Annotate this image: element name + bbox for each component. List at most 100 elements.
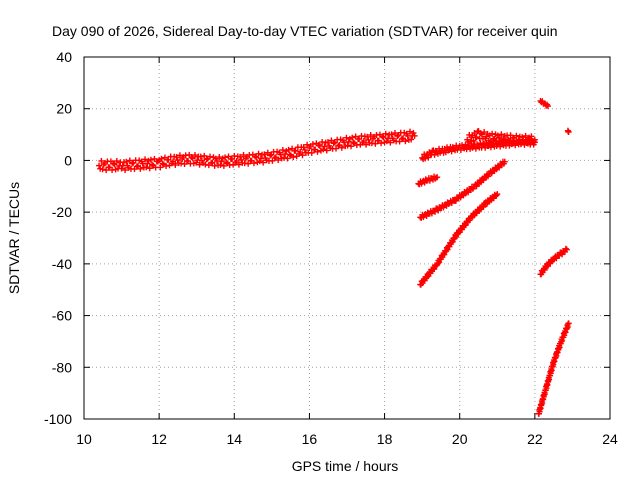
data-point	[562, 245, 569, 252]
data-point	[498, 131, 505, 138]
y-tick-label: -100	[44, 411, 72, 427]
data-point	[172, 161, 179, 168]
data-point	[320, 146, 327, 153]
data-point	[387, 139, 394, 146]
grid-lines	[84, 57, 610, 419]
data-point	[250, 160, 257, 167]
data-point	[113, 157, 120, 164]
data-point	[209, 159, 216, 166]
data-point	[356, 136, 363, 143]
data-point	[201, 152, 208, 159]
data-point	[402, 138, 409, 145]
data-point	[481, 129, 488, 136]
y-tick-label: 20	[56, 101, 72, 117]
data-point	[449, 144, 456, 151]
tick-labels: 10 12 14 16 18 20 22 24 -100 -80 -60 -40 -20 0 20 40	[44, 49, 618, 447]
data-point	[96, 162, 103, 169]
data-point	[149, 161, 156, 168]
data-point	[477, 130, 484, 137]
data-point	[304, 141, 311, 148]
data-point	[147, 156, 154, 163]
data-point	[349, 134, 356, 141]
data-point	[137, 165, 144, 172]
data-point	[400, 135, 407, 142]
data-point	[308, 149, 315, 156]
data-point	[513, 132, 520, 139]
data-point	[220, 162, 227, 169]
data-point	[129, 160, 136, 167]
y-axis-label: SDTVAR / TECUs	[6, 182, 22, 294]
x-tick-label: 20	[452, 431, 468, 447]
data-point	[189, 155, 196, 162]
data-point	[165, 156, 172, 163]
data-point	[216, 154, 223, 161]
data-point	[494, 191, 501, 198]
data-point	[233, 158, 240, 165]
data-point	[431, 151, 438, 158]
data-point	[348, 143, 355, 150]
x-tick-label: 10	[76, 431, 92, 447]
data-point	[285, 146, 292, 153]
data-point	[252, 153, 259, 160]
data-point	[350, 139, 357, 146]
data-point	[299, 152, 306, 159]
data-point	[267, 152, 274, 159]
y-tick-label: -60	[52, 308, 72, 324]
data-point	[462, 222, 469, 229]
data-point	[173, 154, 180, 161]
data-point	[505, 136, 512, 143]
x-axis-label: GPS time / hours	[292, 458, 399, 474]
data-point	[238, 156, 245, 163]
data-point	[324, 139, 331, 146]
data-point	[398, 135, 405, 142]
x-tick-label: 12	[151, 431, 167, 447]
data-point	[301, 146, 308, 153]
plot-frame	[83, 56, 611, 420]
data-point	[290, 154, 297, 161]
data-point	[196, 161, 203, 168]
y-tick-label: 0	[64, 152, 72, 168]
data-point	[473, 134, 480, 141]
data-point	[146, 165, 153, 172]
data-point	[157, 164, 164, 171]
data-point	[470, 137, 477, 144]
x-tick-label: 14	[226, 431, 242, 447]
data-point	[240, 151, 247, 158]
data-point	[111, 161, 118, 168]
data-point	[300, 144, 307, 151]
data-point	[133, 163, 140, 170]
data-point	[499, 138, 506, 145]
data-point	[126, 157, 133, 164]
data-point	[382, 130, 389, 137]
x-tick-label: 18	[377, 431, 393, 447]
data-point	[363, 141, 370, 148]
data-point	[256, 158, 263, 165]
y-tick-label: -40	[52, 256, 72, 272]
data-point	[343, 134, 350, 141]
data-point	[99, 166, 106, 173]
data-point	[531, 136, 538, 143]
data-point	[378, 140, 385, 147]
data-point	[315, 141, 322, 148]
data-point	[297, 148, 304, 155]
data-point	[122, 167, 129, 174]
data-point	[144, 160, 151, 167]
data-point	[565, 128, 572, 135]
data-point	[222, 154, 229, 161]
data-point	[181, 161, 188, 168]
data-point	[394, 133, 401, 140]
data-point	[462, 190, 469, 197]
data-point	[284, 155, 291, 162]
data-point	[158, 155, 165, 162]
data-point	[528, 133, 535, 140]
data-point	[228, 156, 235, 163]
data-point	[411, 132, 418, 139]
data-point	[260, 159, 267, 166]
data-point	[211, 162, 218, 169]
data-point	[217, 161, 224, 168]
data-point	[330, 140, 337, 147]
x-tick-label: 22	[527, 431, 543, 447]
x-tick-label: 16	[302, 431, 318, 447]
data-point	[410, 129, 417, 136]
chart-title: Day 090 of 2026, Sidereal Day-to-day VTE…	[52, 23, 558, 39]
